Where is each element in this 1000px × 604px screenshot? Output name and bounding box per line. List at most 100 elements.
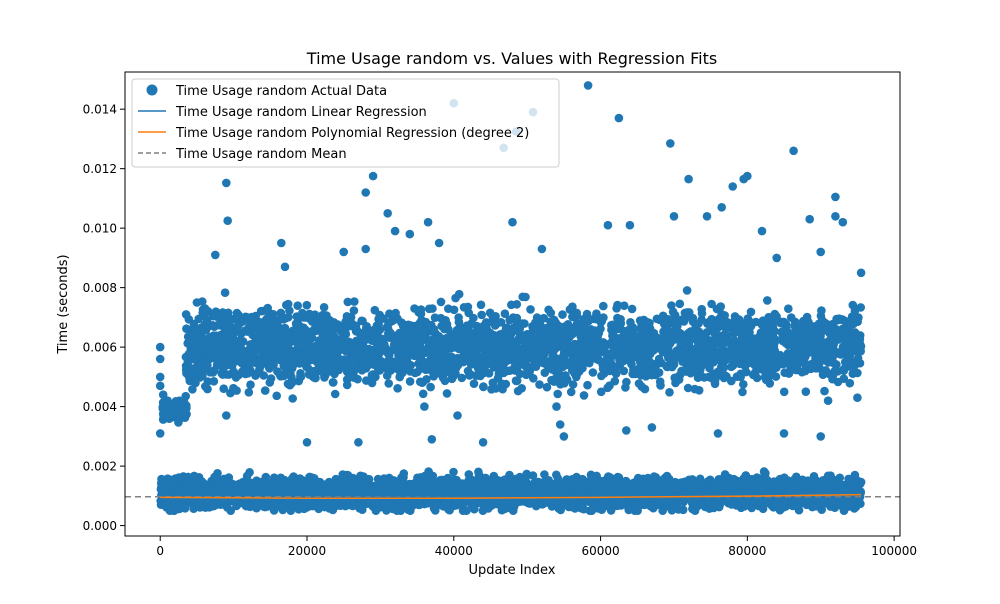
- data-point: [694, 386, 704, 395]
- data-point: [494, 369, 504, 379]
- data-point: [311, 373, 320, 383]
- data-point: [850, 328, 860, 337]
- data-point: [251, 331, 260, 340]
- data-point: [782, 335, 792, 345]
- data-point: [612, 338, 621, 347]
- data-point: [276, 333, 286, 342]
- data-point: [501, 379, 511, 389]
- data-point: [302, 300, 312, 310]
- data-point: [597, 371, 606, 381]
- data-point: [483, 356, 493, 366]
- data-point: [231, 373, 241, 382]
- data-point: [520, 331, 529, 341]
- data-point: [422, 321, 432, 331]
- data-point: [218, 370, 227, 379]
- data-point: [209, 352, 218, 361]
- data-point: [707, 322, 716, 332]
- data-point: [500, 309, 510, 319]
- data-point: [627, 304, 637, 314]
- data-point: [568, 380, 578, 389]
- data-point: [512, 376, 522, 386]
- data-point: [572, 319, 582, 328]
- data-point: [839, 374, 849, 384]
- data-point: [610, 376, 620, 386]
- data-point: [722, 321, 731, 330]
- data-point: [523, 365, 532, 374]
- data-point: [469, 379, 479, 389]
- data-point: [784, 304, 793, 314]
- data-point: [466, 355, 475, 365]
- data-point: [565, 305, 575, 314]
- data-point: [437, 321, 446, 331]
- data-point: [237, 358, 246, 368]
- data-point: [738, 387, 747, 397]
- data-point: [432, 353, 442, 363]
- data-point: [521, 292, 530, 302]
- data-point: [254, 323, 263, 332]
- data-point: [853, 368, 862, 378]
- data-point: [385, 356, 395, 366]
- data-point: [382, 322, 392, 332]
- data-point: [752, 373, 762, 383]
- data-point: [684, 356, 693, 366]
- data-point: [439, 359, 448, 369]
- data-point: [491, 312, 500, 321]
- data-point: [837, 346, 847, 355]
- data-point: [816, 331, 825, 341]
- data-point: [479, 382, 488, 391]
- data-point: [694, 319, 703, 328]
- data-point: [729, 328, 739, 337]
- data-point: [369, 357, 378, 367]
- data-point: [693, 349, 702, 358]
- data-point: [526, 305, 535, 314]
- data-point: [637, 382, 646, 391]
- data-point: [760, 329, 769, 338]
- data-point: [697, 309, 707, 318]
- data-point: [681, 333, 691, 343]
- data-point: [219, 332, 228, 341]
- data-point: [477, 325, 487, 334]
- data-point: [683, 383, 693, 393]
- data-point: [741, 367, 751, 377]
- data-point: [424, 304, 434, 314]
- data-point: [750, 360, 760, 370]
- data-point: [779, 387, 789, 397]
- data-point: [804, 338, 813, 348]
- data-point: [405, 377, 415, 386]
- data-point: [445, 368, 455, 378]
- data-point: [515, 344, 525, 353]
- data-point: [272, 391, 282, 401]
- data-point: [464, 308, 474, 318]
- data-point: [282, 300, 291, 310]
- data-point: [453, 353, 462, 363]
- data-point: [783, 328, 793, 337]
- data-point: [554, 354, 563, 364]
- data-point: [847, 362, 856, 371]
- data-point: [263, 303, 273, 313]
- data-point: [541, 341, 550, 350]
- data-point: [370, 305, 380, 315]
- data-point: [524, 341, 533, 351]
- data-point: [332, 322, 342, 332]
- data-point: [567, 365, 577, 375]
- data-point: [426, 382, 435, 392]
- data-point: [227, 343, 237, 352]
- data-point: [294, 313, 304, 322]
- data-point: [665, 388, 674, 397]
- data-point: [242, 314, 252, 324]
- data-point: [690, 367, 699, 377]
- data-point: [714, 314, 724, 324]
- data-point: [524, 353, 534, 363]
- data-point: [188, 385, 197, 394]
- data-point: [241, 326, 250, 335]
- data-point: [197, 335, 206, 345]
- data-point: [192, 362, 201, 372]
- data-point: [476, 300, 486, 310]
- data-point: [531, 343, 541, 352]
- data-point: [572, 372, 581, 382]
- data-point: [529, 374, 538, 383]
- data-point: [636, 362, 646, 372]
- data-point: [616, 315, 625, 324]
- data-point: [236, 344, 246, 354]
- data-point: [293, 301, 303, 311]
